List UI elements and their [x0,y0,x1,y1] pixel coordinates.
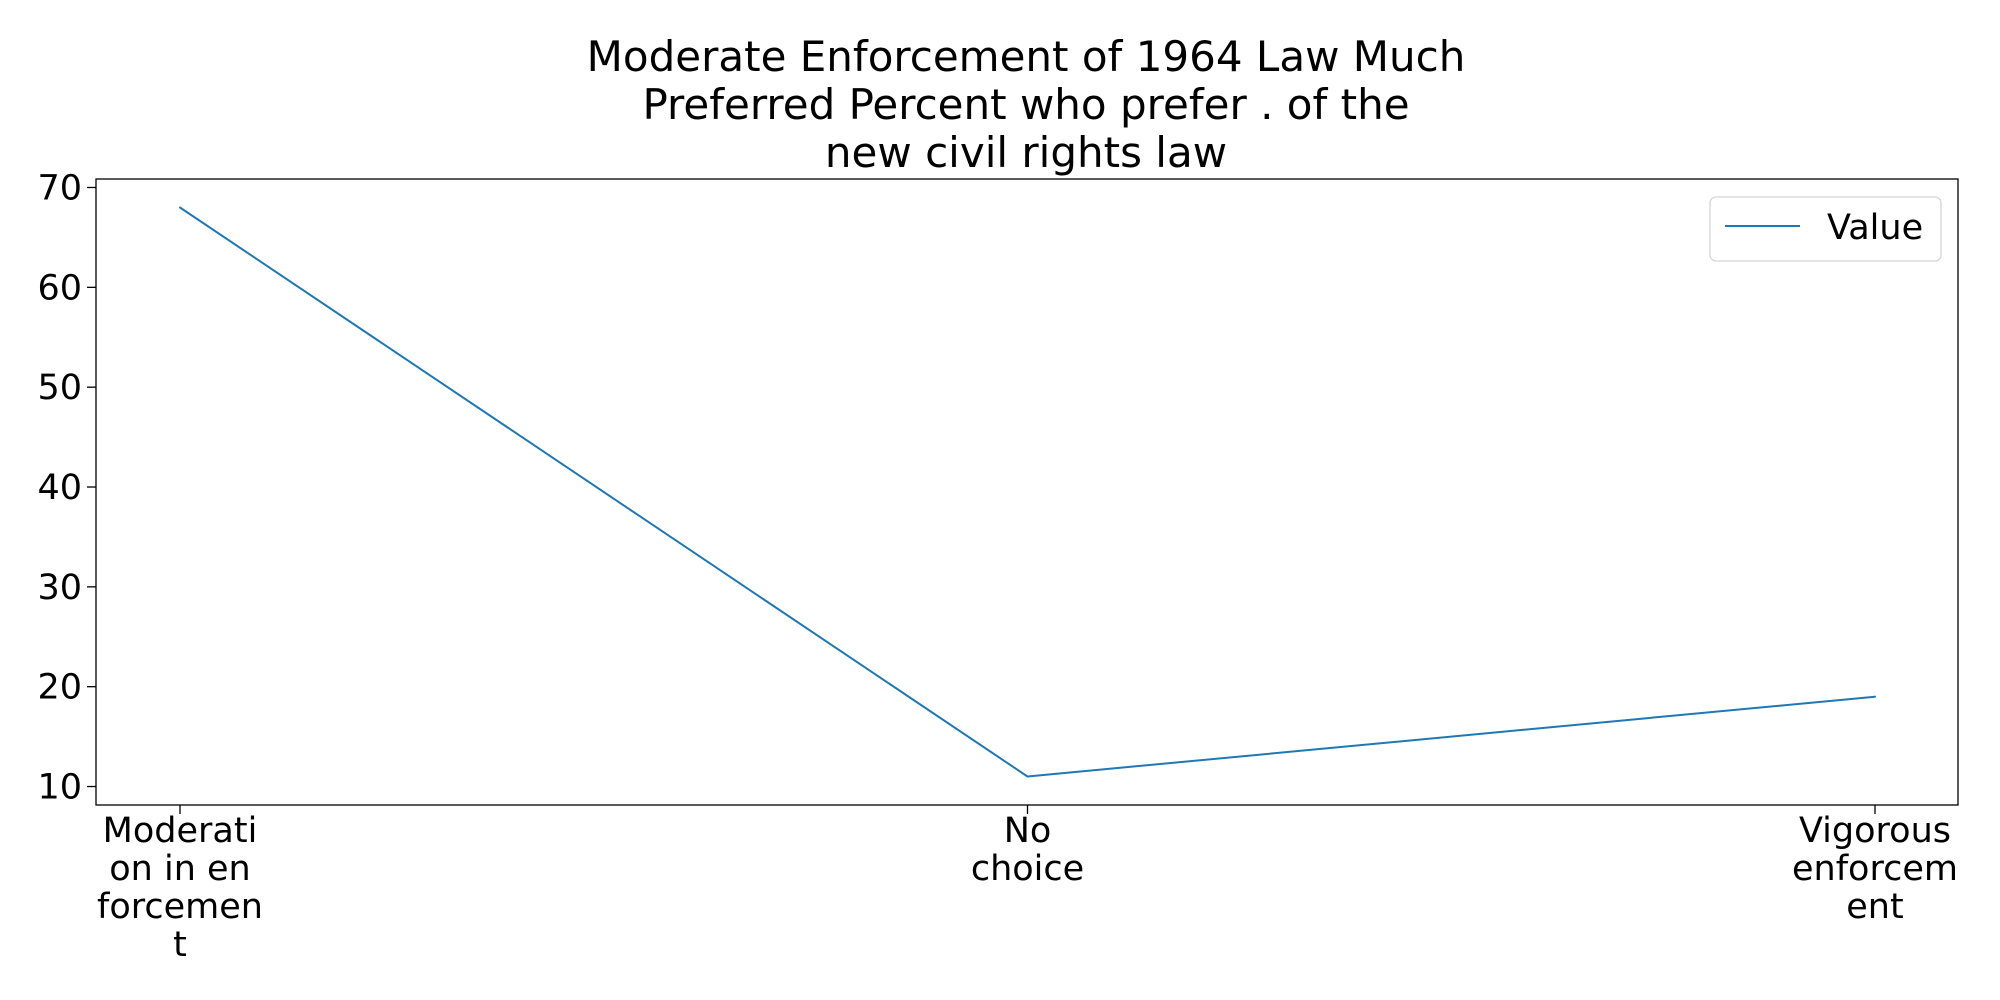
y-tick-label: 20 [37,668,82,708]
y-axis: 10 20 30 40 50 60 70 [37,168,96,808]
x-tick-label-line: t [173,925,187,965]
y-tick-label: 30 [37,568,82,608]
x-tick-label-line: on in en [109,849,250,889]
legend: Value [1709,196,1942,262]
y-tick-label: 70 [37,168,82,208]
y-tick-label: 40 [37,468,82,508]
legend-box [1709,196,1942,262]
x-tick-label-line: forcemen [97,887,263,927]
y-tick-label: 50 [37,368,82,408]
data-point [1874,695,1876,698]
x-tick-label-line: enforcem [1792,849,1958,889]
x-tick-label-line: ent [1846,887,1903,927]
chart-title-line: Moderate Enforcement of 1964 Law Much [587,32,1466,81]
series-line [179,206,1876,778]
x-tick-label-line: Vigorous [1799,811,1951,851]
data-point [179,206,181,209]
x-tick-label-line: Moderati [103,811,258,851]
plot-frame [95,178,1959,806]
series-layer [179,206,1876,778]
x-tick-label-line: choice [971,849,1084,889]
data-point [1026,775,1029,778]
y-tick-label: 10 [37,768,82,808]
chart-title-line: Preferred Percent who prefer . of the [642,80,1409,129]
x-tick-label-line: No [1004,811,1052,851]
legend-label: Value [1827,208,1923,248]
chart-title: Moderate Enforcement of 1964 Law Much Pr… [587,32,1466,177]
chart-title-line: new civil rights law [825,128,1227,177]
y-tick-label: 60 [37,268,82,308]
